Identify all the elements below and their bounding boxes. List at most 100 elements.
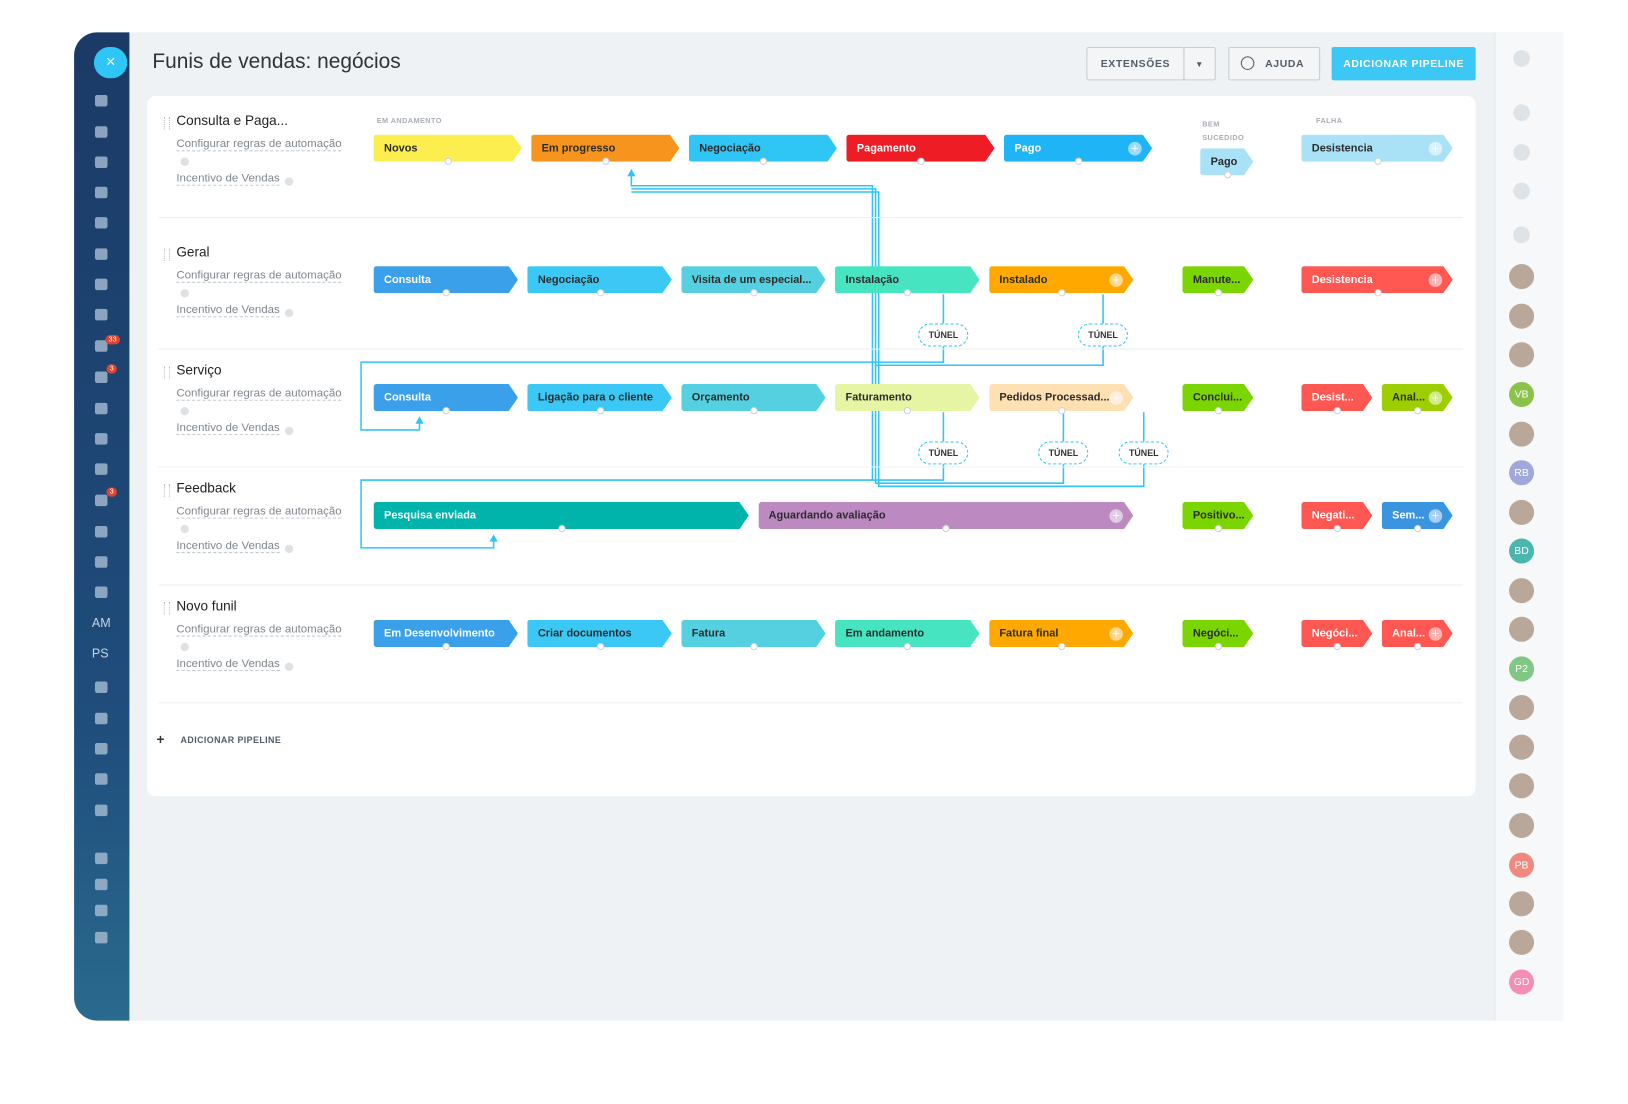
stage-chip[interactable]: Sem... xyxy=(1382,502,1453,529)
incentive-link[interactable]: Incentivo de Vendas xyxy=(176,539,280,554)
stage-chip[interactable]: Negociação xyxy=(527,266,671,293)
avatar[interactable]: GD xyxy=(1509,969,1535,995)
nav-icon[interactable] xyxy=(94,681,108,693)
stage-chip[interactable]: Desist... xyxy=(1301,384,1372,411)
tool-icon[interactable] xyxy=(1513,226,1530,244)
stage-chip[interactable]: Negociação xyxy=(689,135,837,162)
tool-icon[interactable] xyxy=(1513,182,1530,200)
stage-chip[interactable]: Ligação para o cliente xyxy=(527,384,671,411)
avatar[interactable] xyxy=(1509,578,1535,604)
nav-icon[interactable] xyxy=(94,126,108,138)
stage-chip[interactable]: Instalação xyxy=(835,266,979,293)
nav-icon[interactable] xyxy=(94,931,108,944)
nav-icon[interactable] xyxy=(94,248,108,260)
pipeline-name[interactable]: Feedback xyxy=(176,480,236,496)
tunnel[interactable]: TÚNEL xyxy=(1077,323,1129,347)
automation-link[interactable]: Configurar regras de automação xyxy=(176,137,342,152)
tunnel[interactable]: TÚNEL xyxy=(1118,441,1170,465)
add-stage[interactable]: + xyxy=(1428,509,1443,523)
avatar[interactable]: PB xyxy=(1509,852,1535,878)
avatar[interactable] xyxy=(1509,303,1535,329)
stage-chip[interactable]: Pago xyxy=(1200,148,1253,175)
nav-item[interactable]: PS xyxy=(91,645,109,661)
stage-chip[interactable]: Em progresso xyxy=(531,135,679,162)
extensions-button[interactable]: EXTENSÕES xyxy=(1086,46,1185,81)
avatar[interactable]: RB xyxy=(1509,460,1535,486)
stage-chip[interactable]: Negóci... xyxy=(1182,620,1253,647)
nav-icon[interactable] xyxy=(94,804,108,817)
stage-chip[interactable]: Em Desenvolvimento xyxy=(374,620,518,647)
stage-chip[interactable]: Fatura xyxy=(681,620,825,647)
add-stage[interactable]: + xyxy=(1109,391,1123,405)
stage-chip[interactable]: Orçamento xyxy=(681,384,825,411)
incentive-link[interactable]: Incentivo de Vendas xyxy=(176,303,280,318)
add-pipeline-button[interactable]: ADICIONAR PIPELINE xyxy=(1331,46,1476,81)
avatar[interactable]: P2 xyxy=(1509,656,1535,682)
incentive-link[interactable]: Incentivo de Vendas xyxy=(176,657,280,672)
nav-icon[interactable] xyxy=(94,586,108,598)
tunnel[interactable]: TÚNEL xyxy=(1038,441,1089,465)
stage-chip[interactable]: Manute... xyxy=(1182,266,1253,293)
nav-icon[interactable] xyxy=(94,340,108,352)
stage-chip[interactable]: Criar documentos xyxy=(527,620,671,647)
add-stage[interactable]: + xyxy=(1428,273,1443,287)
stage-chip[interactable]: Pagamento xyxy=(846,135,994,162)
stage-chip[interactable]: Pesquisa enviada xyxy=(374,502,749,529)
automation-link[interactable]: Configurar regras de automação xyxy=(176,387,342,401)
nav-icon[interactable] xyxy=(94,433,108,445)
pipeline-name[interactable]: Novo funil xyxy=(176,597,237,614)
incentive-link[interactable]: Incentivo de Vendas xyxy=(176,172,280,186)
nav-icon[interactable] xyxy=(94,494,108,507)
avatar[interactable] xyxy=(1509,616,1535,642)
stage-chip[interactable]: Desistencia xyxy=(1301,135,1452,162)
tunnel[interactable]: TÚNEL xyxy=(918,323,969,347)
avatar[interactable] xyxy=(1509,421,1535,447)
avatar[interactable] xyxy=(1509,929,1535,955)
nav-icon[interactable] xyxy=(94,402,108,415)
stage-chip[interactable]: Consulta xyxy=(374,266,518,293)
avatar[interactable] xyxy=(1509,264,1535,290)
nav-icon[interactable] xyxy=(94,556,108,568)
automation-link[interactable]: Configurar regras de automação xyxy=(176,623,342,637)
tool-icon[interactable] xyxy=(1513,104,1530,122)
pipeline-name[interactable]: Serviço xyxy=(176,362,222,378)
nav-icon[interactable] xyxy=(94,217,108,229)
close-button[interactable]: × xyxy=(93,46,128,79)
nav-icon[interactable] xyxy=(94,525,108,538)
nav-icon[interactable] xyxy=(94,278,108,291)
avatar[interactable] xyxy=(1509,695,1535,721)
nav-icon[interactable] xyxy=(94,878,108,891)
incentive-link[interactable]: Incentivo de Vendas xyxy=(176,421,280,436)
pipeline-name[interactable]: Consulta e Paga... xyxy=(176,112,288,129)
avatar[interactable]: BD xyxy=(1509,538,1535,564)
stage-chip[interactable]: Aguardando avaliação xyxy=(758,502,1133,529)
tool-icon[interactable] xyxy=(1513,144,1530,161)
tool-icon[interactable] xyxy=(1513,50,1530,67)
stage-chip[interactable]: Instalado xyxy=(989,266,1133,293)
nav-icon[interactable] xyxy=(94,463,108,475)
add-stage[interactable]: + xyxy=(1109,273,1123,287)
stage-chip[interactable]: Pago xyxy=(1004,135,1152,162)
avatar[interactable] xyxy=(1509,812,1535,839)
add-pipeline-link[interactable]: ADICIONAR PIPELINE xyxy=(180,734,282,746)
add-stage[interactable]: + xyxy=(1428,141,1443,156)
add-stage[interactable]: + xyxy=(1428,391,1443,405)
nav-icon[interactable] xyxy=(94,94,108,107)
add-stage[interactable]: + xyxy=(1109,627,1123,641)
extensions-dropdown[interactable]: ▼ xyxy=(1183,46,1216,81)
stage-chip[interactable]: Desistencia xyxy=(1301,266,1452,293)
nav-item[interactable]: AM xyxy=(91,615,111,631)
add-stage[interactable]: + xyxy=(1128,141,1142,156)
stage-chip[interactable]: Negati... xyxy=(1301,502,1372,529)
tunnel[interactable]: TÚNEL xyxy=(918,441,969,465)
nav-icon[interactable] xyxy=(94,852,108,865)
avatar[interactable] xyxy=(1509,773,1535,799)
stage-chip[interactable]: Positivo... xyxy=(1182,502,1253,529)
nav-icon[interactable] xyxy=(94,308,108,321)
avatar[interactable] xyxy=(1509,499,1535,525)
nav-icon[interactable] xyxy=(94,904,108,917)
avatar[interactable] xyxy=(1509,734,1535,760)
stage-chip[interactable]: Novos xyxy=(374,135,522,162)
automation-link[interactable]: Configurar regras de automação xyxy=(176,505,342,519)
add-stage[interactable]: + xyxy=(1109,509,1123,523)
